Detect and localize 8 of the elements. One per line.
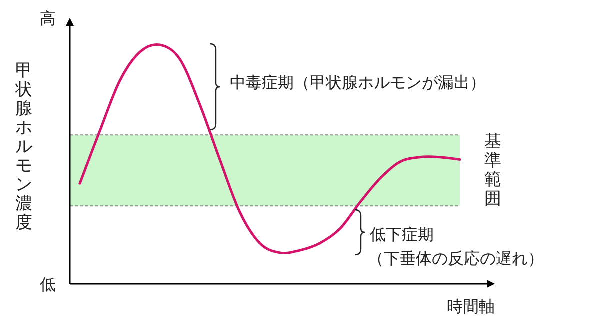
text: 低	[40, 275, 56, 294]
annotation: （下垂体の反応の遅れ）	[368, 249, 544, 268]
band-label: 基準範囲	[484, 132, 502, 210]
x-axis-title: 時間軸	[447, 297, 495, 316]
y-axis-title: 甲状腺ホルモン濃度	[16, 60, 32, 234]
annotation: 中毒症期（甲状腺ホルモンが漏出）	[230, 73, 486, 92]
text: 高	[40, 9, 56, 28]
annotation: 低下症期	[370, 225, 434, 244]
